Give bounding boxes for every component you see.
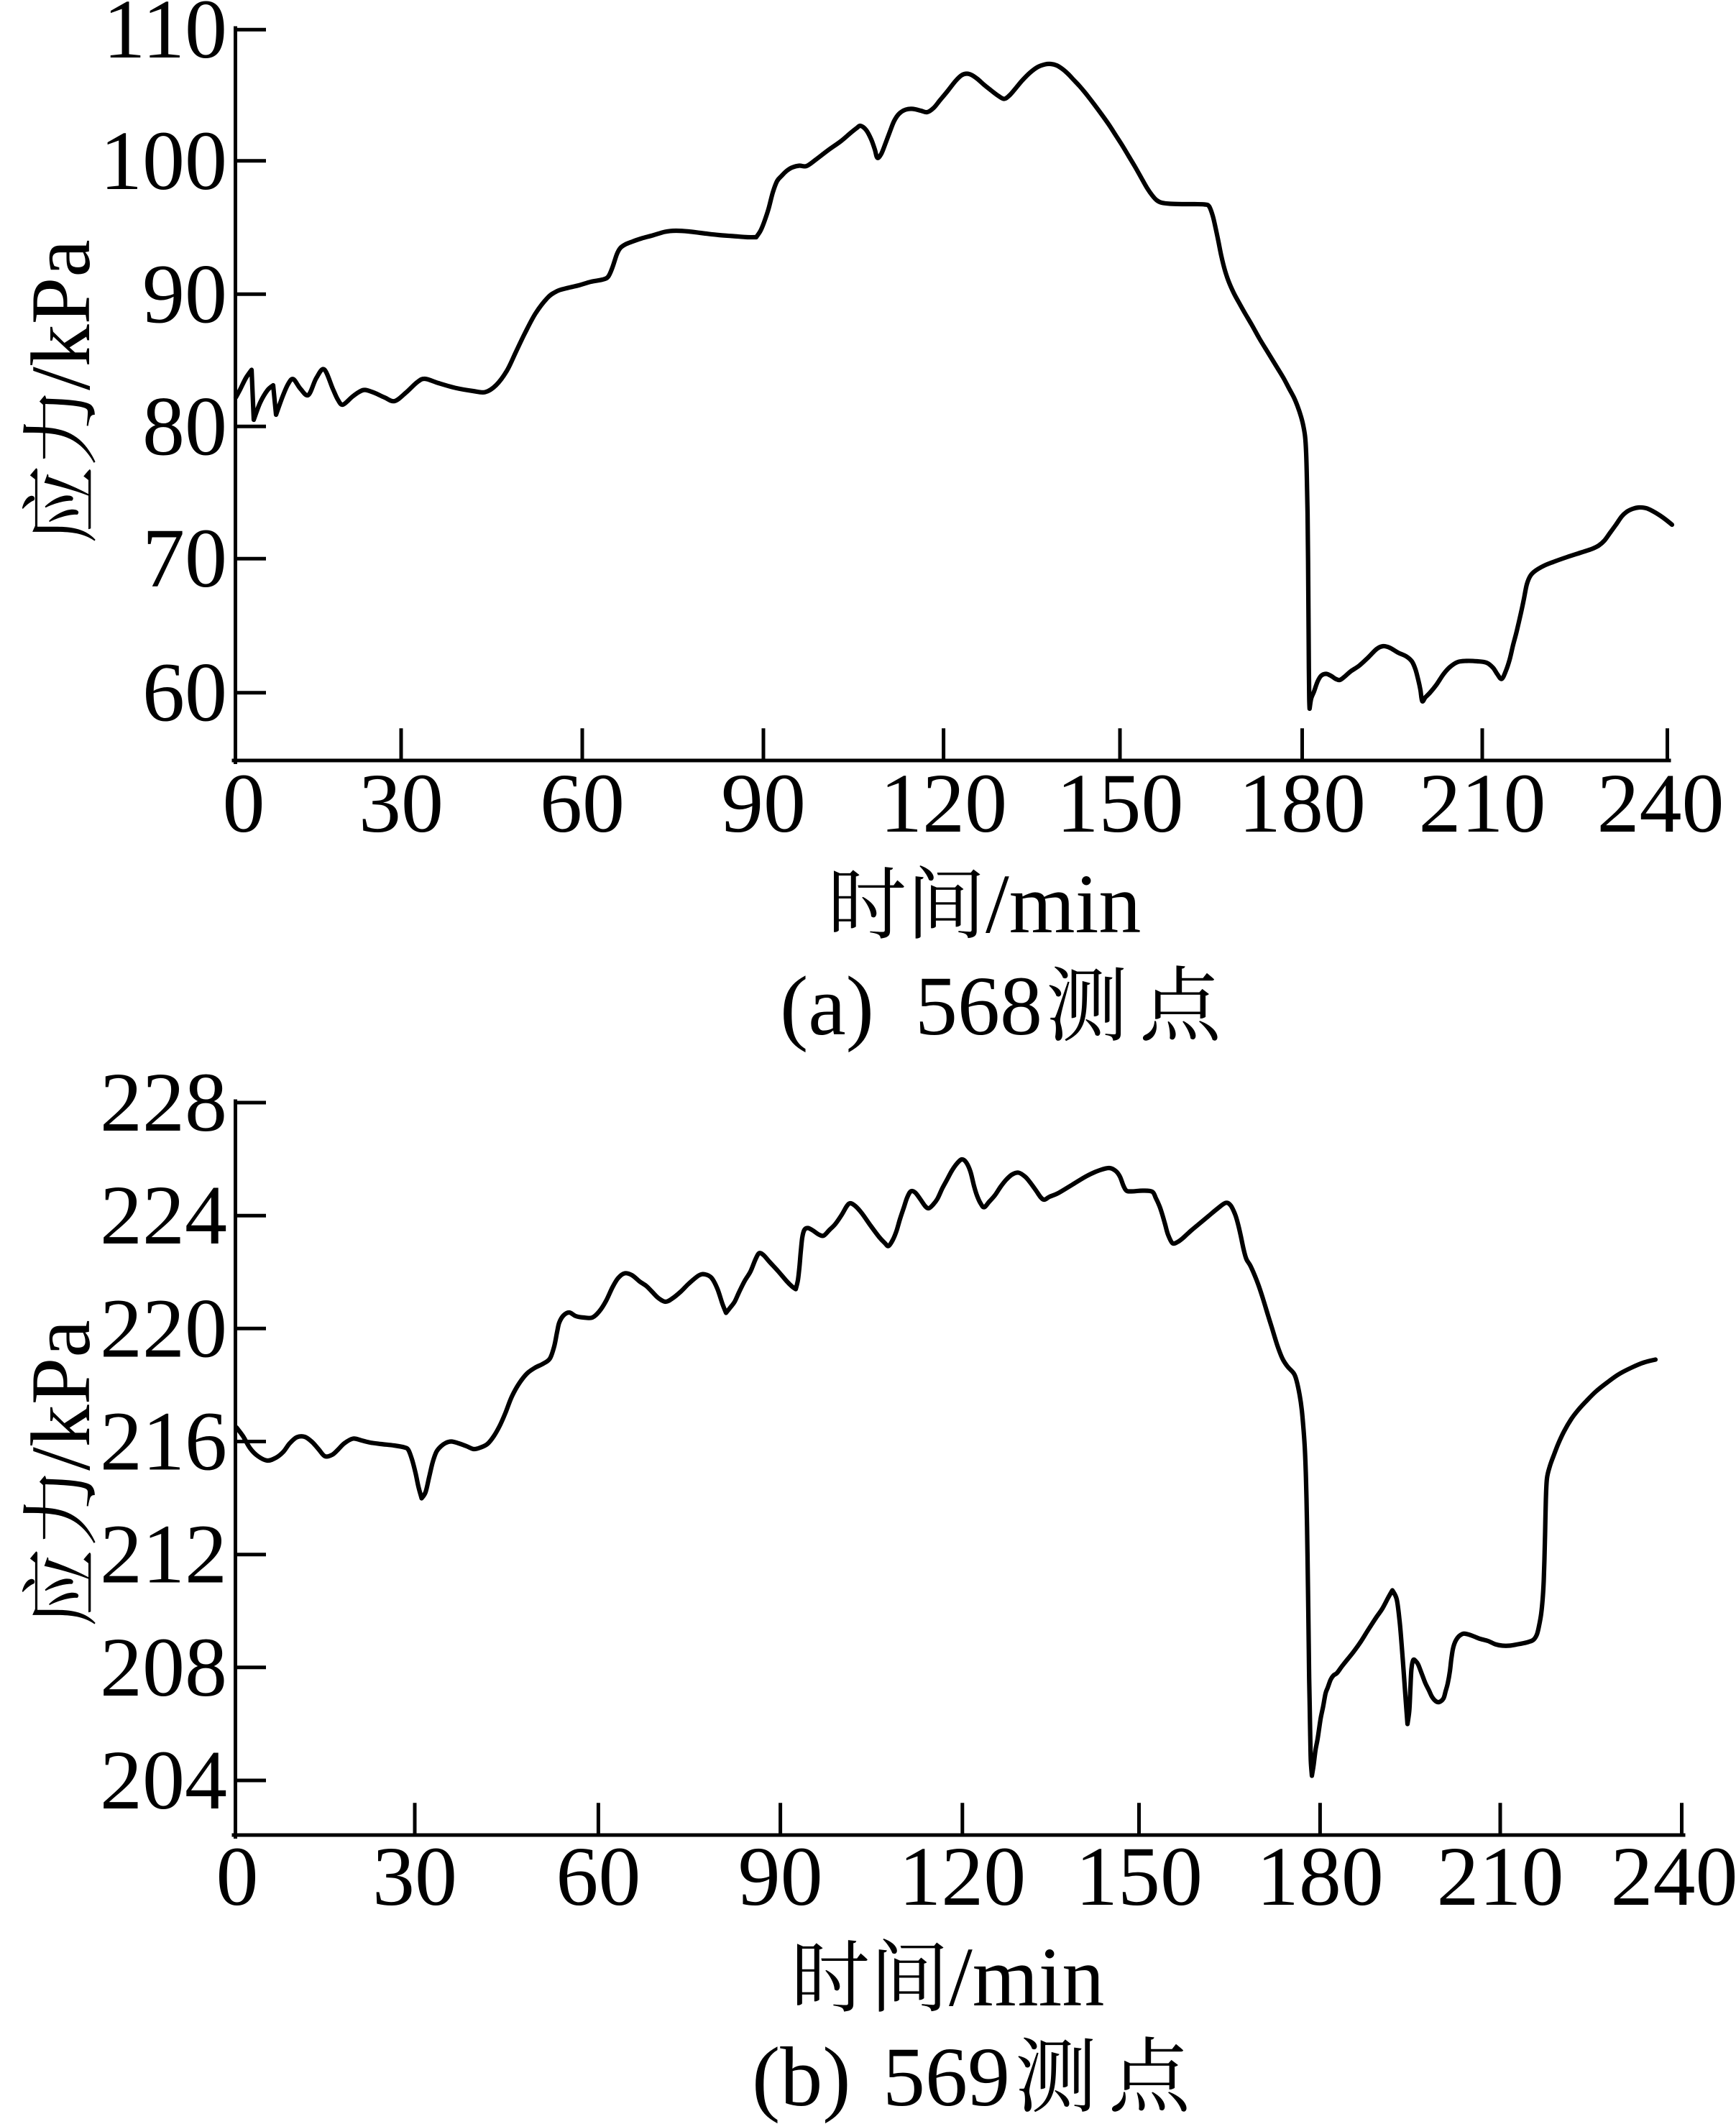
svg-text:220: 220 — [100, 1281, 227, 1375]
svg-text:0: 0 — [216, 1829, 259, 1923]
svg-text:/kPa: /kPa — [14, 239, 108, 390]
svg-text:210: 210 — [1419, 756, 1546, 850]
svg-text:568: 568 — [915, 959, 1042, 1053]
svg-text:180: 180 — [1239, 756, 1366, 850]
svg-text:110: 110 — [103, 0, 227, 76]
svg-text:60: 60 — [556, 1829, 640, 1923]
svg-text:60: 60 — [142, 645, 227, 740]
svg-text:212: 212 — [100, 1507, 227, 1601]
svg-text:240: 240 — [1611, 1829, 1736, 1923]
svg-text:/kPa: /kPa — [14, 1320, 108, 1471]
svg-text:(a): (a) — [780, 959, 874, 1053]
svg-text:228: 228 — [100, 1055, 227, 1149]
svg-text:150: 150 — [1057, 756, 1184, 850]
svg-text:204: 204 — [100, 1733, 227, 1827]
svg-text:208: 208 — [100, 1620, 227, 1714]
svg-text:100: 100 — [100, 114, 227, 208]
svg-text:120: 120 — [880, 756, 1007, 850]
svg-text:90: 90 — [721, 756, 806, 850]
svg-text:216: 216 — [100, 1394, 227, 1489]
svg-text:90: 90 — [738, 1829, 823, 1923]
svg-text:(b): (b) — [752, 2030, 851, 2124]
svg-text:180: 180 — [1257, 1829, 1384, 1923]
svg-text:60: 60 — [540, 756, 625, 850]
svg-text:/min: /min — [949, 1930, 1104, 2024]
svg-text:120: 120 — [899, 1829, 1026, 1923]
svg-text:150: 150 — [1075, 1829, 1203, 1923]
svg-text:0: 0 — [223, 756, 265, 850]
svg-text:30: 30 — [372, 1829, 457, 1923]
svg-text:/min: /min — [986, 857, 1141, 951]
svg-text:210: 210 — [1437, 1829, 1564, 1923]
svg-text:569: 569 — [883, 2030, 1010, 2124]
svg-text:80: 80 — [142, 379, 227, 473]
svg-text:240: 240 — [1597, 756, 1724, 850]
svg-text:70: 70 — [142, 511, 227, 605]
svg-text:30: 30 — [359, 756, 444, 850]
svg-text:224: 224 — [100, 1168, 227, 1262]
svg-text:90: 90 — [142, 247, 227, 341]
